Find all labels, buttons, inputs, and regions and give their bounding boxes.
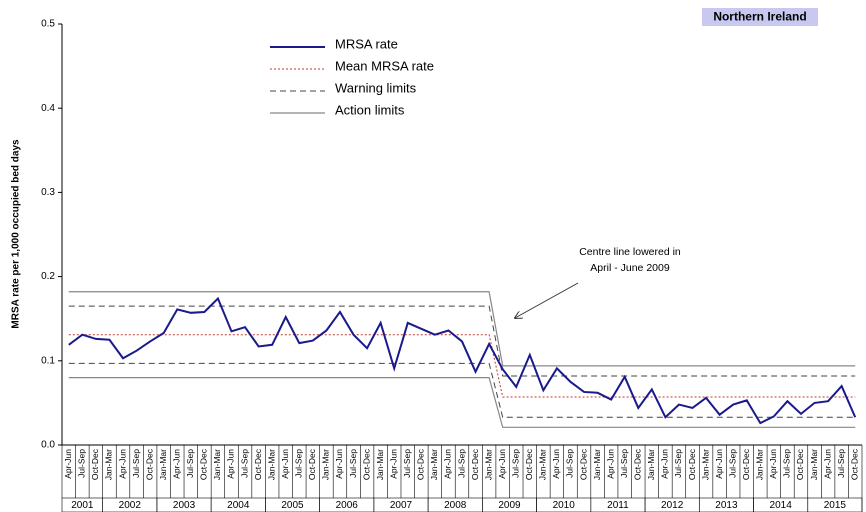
x-tick-label: Jul-Sep (456, 449, 466, 478)
x-tick-label: Apr-Jun (388, 449, 398, 479)
x-tick-label: Jul-Sep (77, 449, 87, 478)
y-tick-label: 0.5 (41, 19, 55, 30)
x-tick-label: Oct-Dec (416, 448, 426, 480)
x-tick-label: Oct-Dec (361, 448, 371, 480)
x-tick-label: Jan-Mar (158, 449, 168, 480)
y-tick-label: 0.4 (41, 103, 55, 114)
x-tick-label: Jul-Sep (348, 449, 358, 478)
year-label: 2014 (770, 500, 793, 511)
year-label: 2003 (173, 500, 196, 511)
year-label: 2005 (281, 500, 304, 511)
legend-label: MRSA rate (335, 36, 398, 51)
year-label: 2004 (227, 500, 250, 511)
year-label: 2007 (390, 500, 413, 511)
x-tick-label: Oct-Dec (524, 448, 534, 480)
y-tick-label: 0.1 (41, 355, 55, 366)
x-tick-label: Oct-Dec (687, 448, 697, 480)
x-tick-label: Apr-Jun (172, 449, 182, 479)
x-tick-label: Apr-Jun (280, 449, 290, 479)
year-label: 2012 (661, 500, 684, 511)
year-label: 2008 (444, 500, 467, 511)
year-label: 2010 (553, 500, 576, 511)
x-tick-label: Oct-Dec (199, 448, 209, 480)
x-tick-label: Jul-Sep (239, 449, 249, 478)
series-line (68, 305, 856, 377)
series-line (68, 334, 856, 398)
series-line (68, 377, 856, 428)
x-tick-label: Jan-Mar (755, 449, 765, 480)
x-tick-label: Oct-Dec (849, 448, 859, 480)
legend-label: Warning limits (335, 80, 417, 95)
x-tick-label: Jul-Sep (510, 449, 520, 478)
x-tick-label: Oct-Dec (633, 448, 643, 480)
badge-box (702, 8, 818, 26)
legend-label: Action limits (335, 102, 405, 117)
x-tick-label: Jan-Mar (104, 449, 114, 480)
x-tick-label: Oct-Dec (470, 448, 480, 480)
annotation: Centre line lowered in (579, 246, 681, 258)
year-label: 2001 (71, 500, 94, 511)
x-tick-label: Jul-Sep (565, 449, 575, 478)
year-label: 2009 (498, 500, 521, 511)
x-tick-label: Jan-Mar (483, 449, 493, 480)
x-tick-label: Jan-Mar (538, 449, 548, 480)
y-tick-label: 0.0 (41, 440, 55, 451)
year-label: 2006 (336, 500, 359, 511)
x-tick-label: Jan-Mar (212, 449, 222, 480)
x-tick-label: Oct-Dec (253, 448, 263, 480)
x-tick-label: Jul-Sep (619, 449, 629, 478)
annotation-arrow (515, 282, 579, 318)
x-tick-label: Jul-Sep (727, 449, 737, 478)
x-tick-label: Jan-Mar (266, 449, 276, 480)
x-tick-label: Apr-Jun (660, 449, 670, 479)
series-line (68, 296, 857, 425)
year-label: 2002 (119, 500, 142, 511)
x-tick-label: Jul-Sep (673, 449, 683, 478)
x-tick-label: Oct-Dec (144, 448, 154, 480)
x-tick-label: Apr-Jun (768, 449, 778, 479)
x-tick-label: Jan-Mar (375, 449, 385, 480)
x-tick-label: Jul-Sep (185, 449, 195, 478)
x-tick-label: Apr-Jun (714, 449, 724, 479)
series-line (68, 291, 856, 367)
x-tick-label: Apr-Jun (822, 449, 832, 479)
x-tick-label: Jul-Sep (131, 449, 141, 478)
x-tick-label: Apr-Jun (226, 449, 236, 479)
x-tick-label: Jul-Sep (402, 449, 412, 478)
x-tick-label: Apr-Jun (334, 449, 344, 479)
x-tick-label: Jul-Sep (782, 449, 792, 478)
x-tick-label: Oct-Dec (307, 448, 317, 480)
x-tick-label: Apr-Jun (443, 449, 453, 479)
badge: Northern Ireland (713, 10, 806, 24)
x-tick-label: Jan-Mar (429, 449, 439, 480)
x-tick-label: Jan-Mar (646, 449, 656, 480)
x-tick-label: Jan-Mar (321, 449, 331, 480)
y-tick-label: 0.3 (41, 187, 55, 198)
x-tick-label: Jan-Mar (700, 449, 710, 480)
annotation: April - June 2009 (590, 262, 670, 274)
x-tick-label: Apr-Jun (117, 449, 127, 479)
y-tick-label: 0.2 (41, 271, 55, 282)
year-label: 2011 (607, 500, 629, 511)
x-tick-label: Apr-Jun (605, 449, 615, 479)
legend-label: Mean MRSA rate (335, 58, 434, 73)
year-label: 2015 (824, 500, 847, 511)
x-tick-label: Apr-Jun (497, 449, 507, 479)
x-tick-label: Apr-Jun (63, 449, 73, 479)
series-line (68, 362, 856, 418)
x-tick-label: Jul-Sep (836, 449, 846, 478)
x-tick-label: Jan-Mar (809, 449, 819, 480)
x-tick-label: Jan-Mar (592, 449, 602, 480)
year-label: 2013 (715, 500, 738, 511)
x-tick-label: Jul-Sep (294, 449, 304, 478)
x-tick-label: Oct-Dec (795, 448, 805, 480)
x-tick-label: Oct-Dec (741, 448, 751, 480)
y-axis-label: MRSA rate per 1,000 occupied bed days (11, 139, 22, 329)
x-tick-label: Oct-Dec (578, 448, 588, 480)
x-tick-label: Apr-Jun (551, 449, 561, 479)
x-tick-label: Oct-Dec (90, 448, 100, 480)
